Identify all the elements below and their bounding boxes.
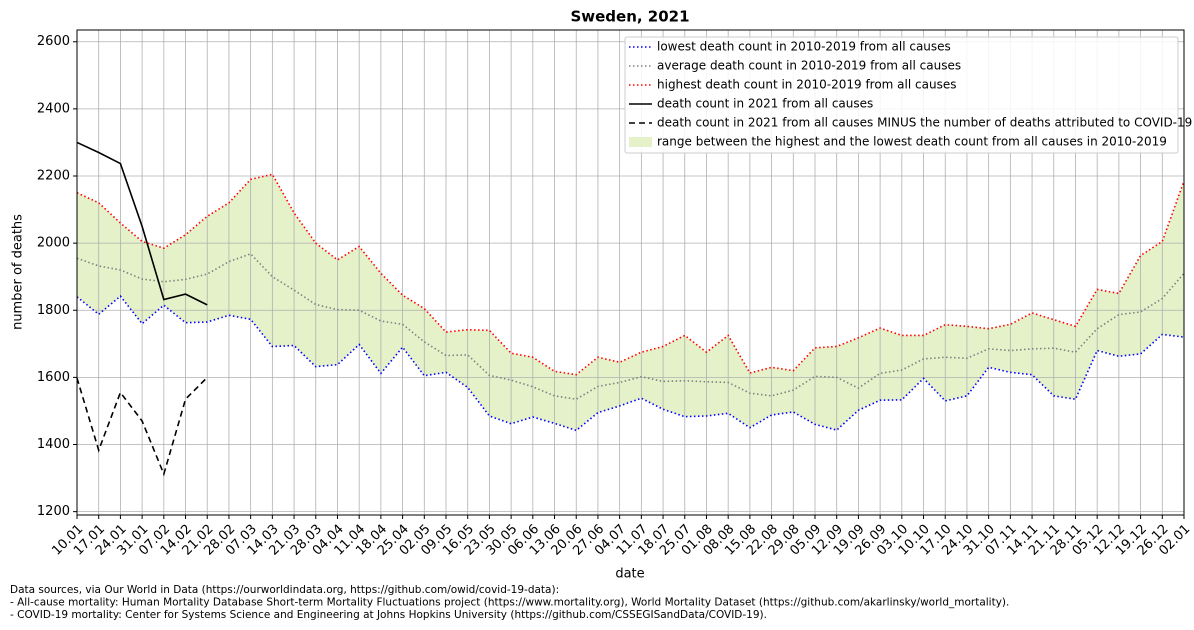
y-tick-label: 1400 bbox=[37, 437, 70, 452]
legend-box bbox=[624, 36, 1179, 154]
legend-swatch bbox=[629, 137, 652, 147]
range-area bbox=[77, 174, 1184, 431]
y-tick-label: 2000 bbox=[37, 236, 70, 251]
legend-label: death count in 2021 from all causes bbox=[657, 97, 873, 111]
y-tick-label: 2600 bbox=[37, 34, 70, 49]
series-line bbox=[76, 295, 1185, 432]
footnote: Data sources, via Our World in Data (htt… bbox=[10, 584, 559, 596]
y-tick-label: 1600 bbox=[37, 370, 70, 385]
legend-label: lowest death count in 2010-2019 from all… bbox=[657, 40, 951, 54]
legend-label: death count in 2021 from all causes MINU… bbox=[657, 116, 1192, 130]
legend-label: average death count in 2010-2019 from al… bbox=[657, 59, 961, 73]
footnote: - COVID-19 mortality: Center for Systems… bbox=[10, 609, 767, 621]
chart-title: Sweden, 2021 bbox=[570, 8, 689, 26]
y-tick-label: 1200 bbox=[37, 504, 70, 519]
plot-frame bbox=[76, 29, 1185, 516]
y-tick-label: 2200 bbox=[37, 169, 70, 184]
y-tick-label: 2400 bbox=[37, 101, 70, 116]
series-line bbox=[76, 173, 1185, 376]
series-line bbox=[76, 141, 208, 306]
x-axis-label: date bbox=[615, 567, 644, 582]
legend-label: range between the highest and the lowest… bbox=[657, 135, 1167, 149]
series-line bbox=[76, 376, 208, 477]
y-axis-label: number of deaths bbox=[11, 214, 26, 330]
legend-label: highest death count in 2010-2019 from al… bbox=[657, 78, 956, 92]
footnote: - All-cause mortality: Human Mortality D… bbox=[10, 597, 1009, 609]
y-tick-label: 1800 bbox=[37, 303, 70, 318]
